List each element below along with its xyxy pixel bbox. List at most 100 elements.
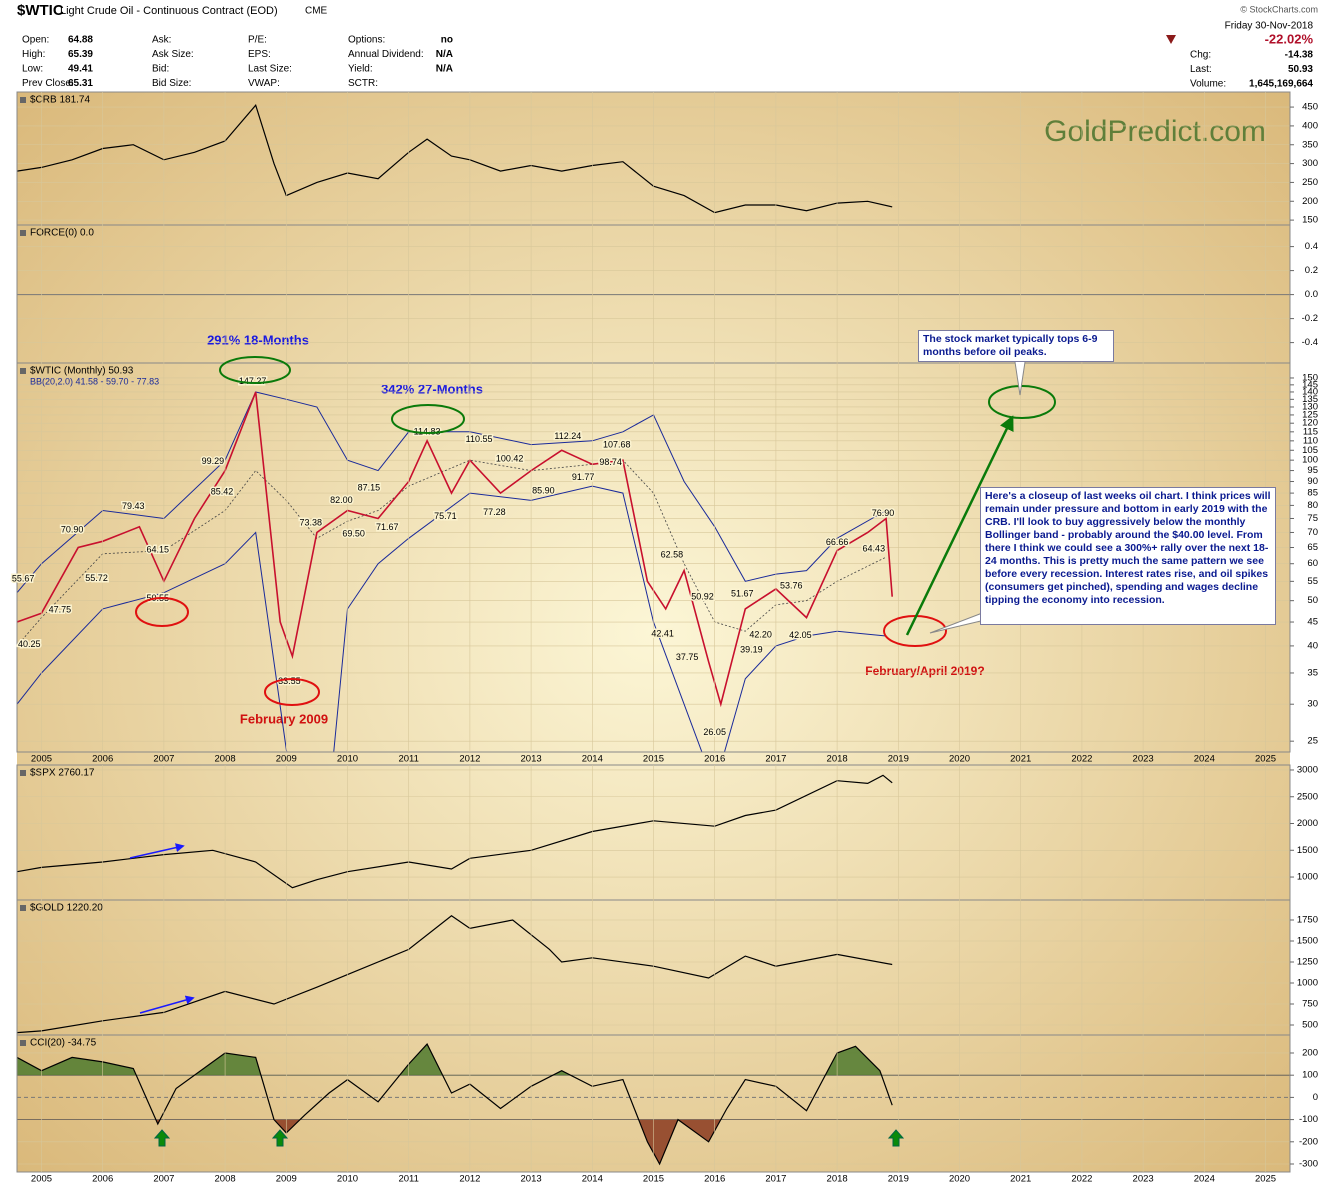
x-tick-label: 2025 [1255, 754, 1276, 765]
price-label: 37.75 [676, 652, 699, 662]
x-tick-label: 2020 [949, 754, 970, 765]
callout-pointer [1014, 361, 1026, 396]
x-tick-label: 2012 [459, 754, 480, 765]
field-value: 64.88 [68, 35, 93, 46]
down-arrow [1166, 35, 1176, 44]
callout-box: Here's a closeup of last weeks oil chart… [980, 487, 1276, 625]
price-label: 39.19 [740, 644, 763, 654]
x-tick-label: 2006 [92, 754, 113, 765]
field-label: Chg: [1190, 50, 1211, 61]
x-tick-label: 2007 [153, 754, 174, 765]
buy-arrow [153, 1129, 171, 1147]
price-label: 147.27 [239, 376, 267, 386]
y-tick-label: 25 [1307, 736, 1318, 747]
x-tick-label: 2019 [888, 1174, 909, 1185]
y-tick-label: 200 [1302, 1048, 1318, 1059]
y-tick-label: 250 [1302, 177, 1318, 188]
field-label: Open: [22, 35, 49, 46]
y-tick-label: 150 [1302, 215, 1318, 226]
price-label: 70.90 [61, 524, 84, 534]
field-label: High: [22, 49, 45, 60]
x-tick-label: 2008 [215, 1174, 236, 1185]
price-label: 85.42 [211, 486, 234, 496]
y-tick-label: 90 [1307, 476, 1318, 487]
x-tick-label: 2014 [582, 1174, 603, 1185]
field-value: N/A [436, 49, 453, 60]
highlight-circle [264, 678, 320, 706]
annotation: February/April 2019? [865, 664, 984, 678]
y-tick-label: -0.4 [1302, 337, 1318, 348]
y-tick-label: 1250 [1297, 957, 1318, 968]
callout-pointer [929, 611, 986, 634]
x-tick-label: 2005 [31, 754, 52, 765]
y-tick-label: -200 [1299, 1136, 1318, 1147]
price-label: 87.15 [358, 482, 381, 492]
price-label: 40.25 [18, 639, 41, 649]
panel-title: $SPX 2760.17 [30, 768, 95, 779]
y-tick-label: -100 [1299, 1114, 1318, 1125]
credit: © StockCharts.com [1240, 4, 1318, 14]
y-tick-label: 1000 [1297, 978, 1318, 989]
price-label: 91.77 [572, 472, 595, 482]
price-label: 42.20 [749, 629, 772, 639]
y-tick-label: 70 [1307, 527, 1318, 538]
panel-title: CCI(20) -34.75 [30, 1038, 97, 1049]
y-tick-label: 100 [1302, 1070, 1318, 1081]
panel-icon [20, 230, 26, 236]
y-tick-label: 100 [1302, 455, 1318, 466]
price-label: 50.92 [691, 591, 714, 601]
x-tick-label: 2017 [765, 1174, 786, 1185]
y-tick-label: 75 [1307, 513, 1318, 524]
x-tick-label: 2013 [521, 1174, 542, 1185]
price-line [17, 774, 893, 889]
y-tick-label: 400 [1302, 120, 1318, 131]
price-label: 33.55 [278, 676, 301, 686]
annotation: 342% 27-Months [381, 381, 483, 396]
field-value: -14.38 [1285, 50, 1314, 61]
highlight-circle [219, 356, 291, 384]
price-label: 85.90 [532, 485, 555, 495]
y-tick-label: 1750 [1297, 915, 1318, 926]
legend-entry: BB(20,2.0) 41.58 - 59.70 - 77.83 [30, 376, 159, 386]
y-tick-label: 65 [1307, 542, 1318, 553]
price-label: 53.76 [780, 580, 803, 590]
field-label: Last Size: [248, 64, 292, 75]
x-tick-label: 2012 [459, 1174, 480, 1185]
y-tick-label: 0.2 [1305, 265, 1318, 276]
x-tick-label: 2005 [31, 1174, 52, 1185]
arrow [129, 843, 185, 859]
field-value: 1,645,169,664 [1249, 79, 1313, 90]
y-tick-label: 1000 [1297, 872, 1318, 883]
field-label: SCTR: [348, 78, 378, 89]
x-tick-label: 2014 [582, 754, 603, 765]
price-label: 55.67 [12, 573, 35, 583]
x-tick-label: 2015 [643, 1174, 664, 1185]
y-tick-label: 135 [1302, 394, 1318, 405]
y-tick-label: 750 [1302, 999, 1318, 1010]
annotation: February 2009 [240, 711, 328, 726]
y-tick-label: 55 [1307, 576, 1318, 587]
highlight-circle [391, 404, 465, 434]
price-label: 77.28 [483, 507, 506, 517]
price-label: 114.83 [414, 427, 441, 437]
field-label: Yield: [348, 64, 373, 75]
x-tick-label: 2010 [337, 754, 358, 765]
x-tick-label: 2009 [276, 1174, 297, 1185]
price-line [17, 103, 893, 214]
y-tick-label: 300 [1302, 158, 1318, 169]
y-tick-label: 30 [1307, 699, 1318, 710]
price-label: 110.55 [466, 434, 493, 444]
y-tick-label: 1500 [1297, 845, 1318, 856]
symbol: $WTIC [17, 2, 64, 19]
y-tick-label: 115 [1303, 426, 1318, 437]
price-label: 69.50 [342, 528, 365, 538]
field-label: Options: [348, 35, 385, 46]
y-tick-label: -0.2 [1302, 313, 1318, 324]
price-label: 112.24 [554, 431, 581, 441]
instrument-name: Light Crude Oil - Continuous Contract (E… [60, 5, 278, 17]
x-tick-label: 2023 [1133, 1174, 1154, 1185]
panel-title: $WTIC (Monthly) 50.93 [30, 366, 134, 377]
y-tick-label: 130 [1302, 401, 1318, 412]
panel-title: $GOLD 1220.20 [30, 903, 103, 914]
y-tick-label: 200 [1302, 196, 1318, 207]
